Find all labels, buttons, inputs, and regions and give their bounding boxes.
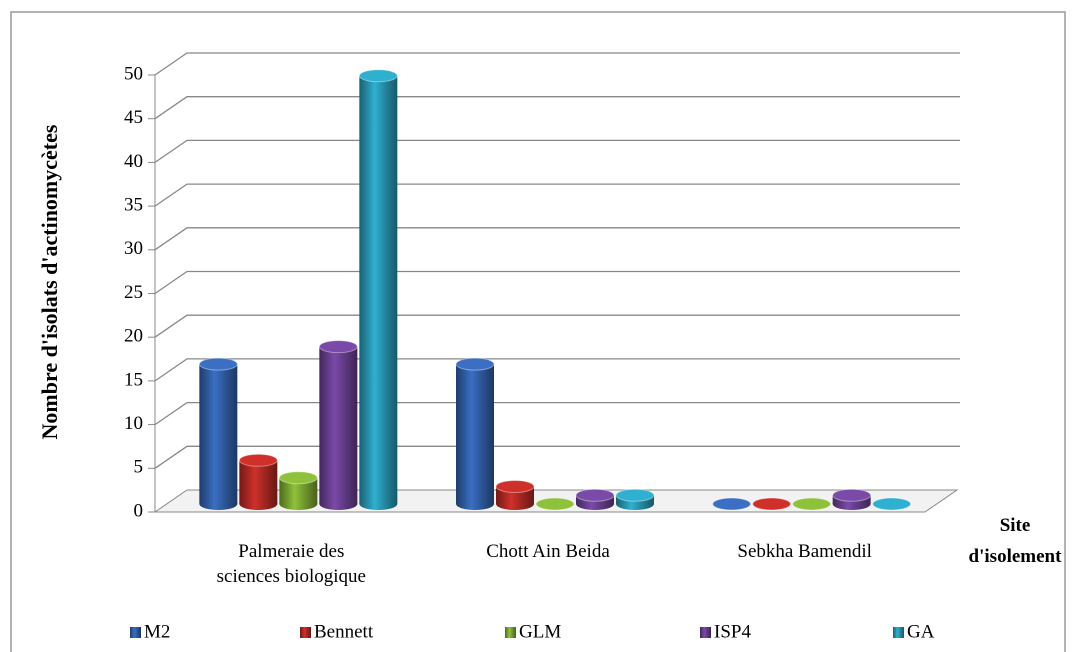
bar <box>495 480 535 510</box>
bar-bottom <box>496 498 534 510</box>
bar-bottom <box>576 498 614 510</box>
y-tick-label: 20 <box>124 326 143 347</box>
y-tick-label: 40 <box>124 151 143 172</box>
bar-top <box>238 453 278 467</box>
grid-line <box>154 445 960 469</box>
grid-line <box>154 52 960 76</box>
y-tick-label: 15 <box>124 369 143 390</box>
bar-bottom <box>456 498 494 510</box>
bar-bottom <box>616 498 654 510</box>
bar-top <box>615 488 655 502</box>
grid-line <box>154 270 960 295</box>
legend-label: GA <box>907 621 935 642</box>
y-tick-label: 25 <box>124 282 143 303</box>
bar-top <box>535 497 575 511</box>
grid-line <box>154 139 960 163</box>
bar-top <box>278 471 318 485</box>
bar <box>318 340 358 510</box>
legend-label: Bennett <box>314 621 374 642</box>
bar <box>615 488 655 510</box>
bar-bottom <box>359 498 398 510</box>
bar-bottom <box>199 498 238 510</box>
bar <box>535 497 575 511</box>
bar-top <box>358 69 398 83</box>
x-axis-title: Site d'isolement <box>969 515 1063 567</box>
bar-top <box>575 488 615 502</box>
bar <box>198 357 238 510</box>
bar-body <box>359 75 398 505</box>
grid-line <box>154 183 960 207</box>
bar-top <box>792 497 832 511</box>
y-tick-label: 50 <box>124 63 143 84</box>
bar <box>358 69 398 510</box>
x-tick-label: Chott Ain Beida <box>486 541 610 562</box>
chart-frame <box>10 11 1066 652</box>
bar-top <box>712 497 752 511</box>
x-tick-label: Palmeraie des sciences biologique <box>217 541 366 587</box>
bar <box>712 497 752 511</box>
bar-bottom <box>319 498 358 510</box>
grid-line <box>154 314 960 338</box>
grid-line <box>154 227 960 251</box>
bar-top <box>318 340 358 354</box>
y-tick-label: 45 <box>124 107 143 128</box>
bar-body <box>199 364 238 504</box>
bar-body <box>239 460 278 504</box>
y-axis-title: Nombre d'isolats d'actinomycètes <box>37 124 62 439</box>
bar <box>238 453 278 510</box>
bar-body <box>319 346 358 504</box>
bar-body <box>456 364 494 504</box>
legend-swatch <box>893 627 904 638</box>
grid-line <box>154 401 960 426</box>
bar <box>792 497 832 511</box>
y-tick-label: 35 <box>124 194 143 215</box>
bar-bottom <box>239 498 278 510</box>
bar-top <box>495 480 535 494</box>
bar <box>278 471 318 510</box>
bar-bottom <box>832 498 871 510</box>
y-tick-label: 10 <box>124 413 143 434</box>
bar-top <box>455 357 495 371</box>
grid-line <box>154 358 960 382</box>
bar-top <box>752 497 792 511</box>
legend-swatch <box>130 627 141 638</box>
bar <box>575 488 615 510</box>
legend-swatch <box>300 627 311 638</box>
bar-top <box>872 497 912 511</box>
bar <box>832 488 872 510</box>
bar-top <box>832 488 872 502</box>
y-tick-label: 0 <box>134 500 144 521</box>
legend-label: M2 <box>144 621 170 642</box>
grid-line <box>154 96 960 120</box>
bar <box>455 357 495 510</box>
bar-top <box>198 357 238 371</box>
x-tick-label: Sebkha Bamendil <box>737 541 872 562</box>
legend-label: GLM <box>519 621 561 642</box>
bar-bottom <box>279 498 318 510</box>
legend-swatch <box>505 627 516 638</box>
bar <box>872 497 912 511</box>
legend-swatch <box>700 627 711 638</box>
y-tick-label: 5 <box>134 457 144 478</box>
legend-label: ISP4 <box>714 621 751 642</box>
y-tick-label: 30 <box>124 238 143 259</box>
bar <box>752 497 792 511</box>
